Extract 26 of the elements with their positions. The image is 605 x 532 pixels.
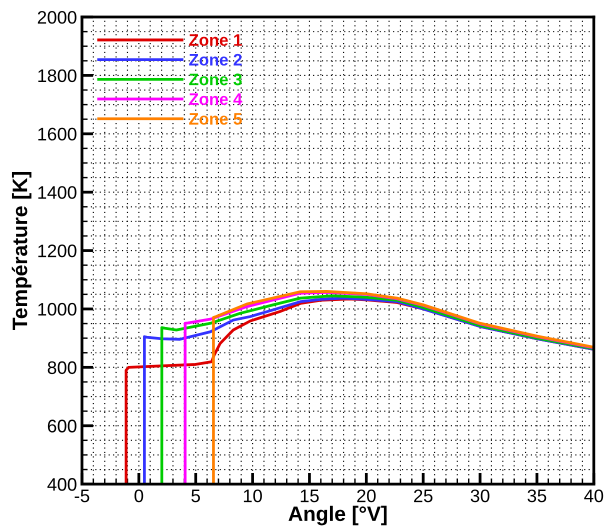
x-tick-label: -5 — [74, 490, 90, 502]
y-tick-label: 2000 — [38, 10, 76, 24]
y-tick-label: 1600 — [38, 128, 76, 141]
text: Zone 2 — [189, 54, 242, 66]
x-tick-label: 5 — [191, 490, 200, 502]
y-tick-label: 400 — [47, 478, 76, 491]
x-tick-label: 15 — [300, 490, 319, 502]
text: Zone 4 — [189, 93, 242, 106]
x-axis-title: Angle [°V] — [288, 506, 387, 526]
y-tick-label: 1400 — [38, 186, 76, 199]
y-tick-label: 1800 — [38, 69, 76, 82]
y-tick-label: 600 — [48, 420, 76, 432]
x-tick-label: 0 — [134, 489, 144, 502]
y-tick-label: 1200 — [38, 244, 76, 258]
x-tick-label: 20 — [357, 489, 376, 502]
y-tick-label: 1000 — [38, 302, 76, 316]
x-tick-label: 35 — [528, 489, 546, 502]
x-tick-label: 30 — [470, 489, 490, 502]
text: Zone 3 — [189, 74, 242, 86]
x-tick-label: 25 — [414, 489, 432, 502]
x-tick-label: 10 — [244, 489, 262, 502]
y-axis-title: Température [K] — [12, 172, 32, 330]
text: Zone 5 — [189, 113, 242, 125]
y-tick-label: 800 — [48, 361, 76, 374]
x-tick-label: 40 — [584, 489, 604, 502]
text: Zone 1 — [189, 34, 242, 46]
